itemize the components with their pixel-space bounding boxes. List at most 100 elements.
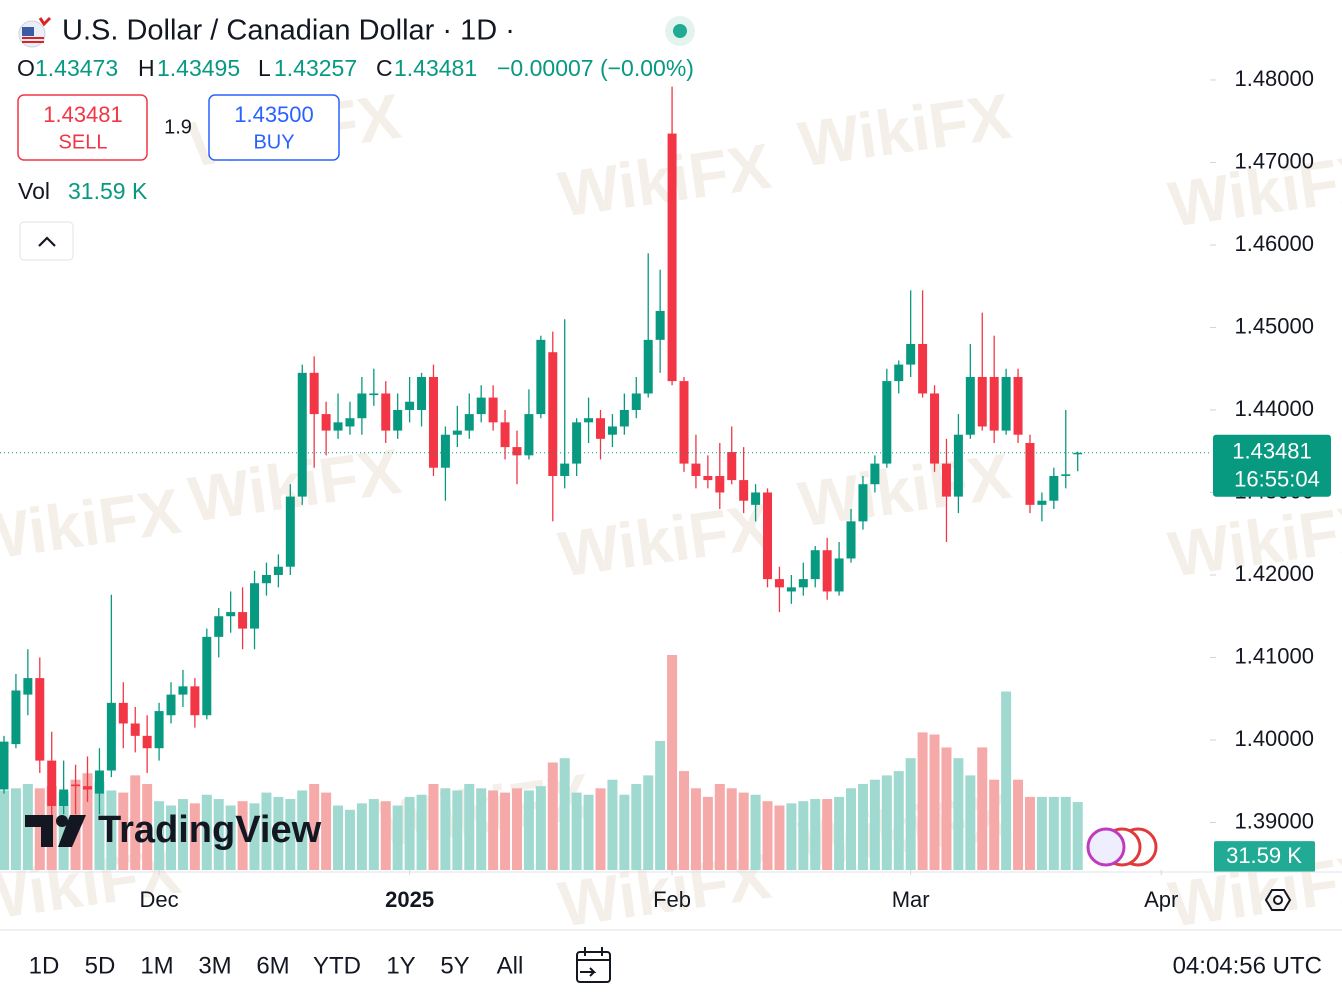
candle-body — [1025, 442, 1035, 505]
volume-bar — [953, 758, 964, 870]
volume-legend-name: Vol — [18, 178, 50, 204]
candle-body — [106, 702, 116, 771]
candle-body — [428, 376, 438, 468]
volume-bar — [822, 799, 833, 870]
candle-body — [94, 770, 104, 794]
volume-bar — [10, 788, 21, 870]
ohlc-value: 1.43495 — [157, 55, 240, 81]
volume-bar — [285, 799, 296, 870]
volume-bar — [404, 796, 415, 870]
date-range-icon[interactable] — [576, 947, 611, 983]
volume-bar — [333, 805, 344, 870]
candle-body — [751, 492, 761, 505]
y-tick-label: 1.40000 — [1234, 726, 1314, 751]
sell-price[interactable]: 1.43481 — [43, 102, 123, 127]
volume-bar — [237, 801, 248, 870]
volume-bar — [834, 796, 845, 870]
range-button[interactable]: 3M — [198, 952, 231, 979]
candle-body — [261, 574, 271, 584]
range-button[interactable]: 5D — [85, 952, 116, 979]
volume-bar — [273, 796, 284, 870]
candle-body — [572, 422, 582, 464]
candle-body — [548, 352, 558, 476]
volume-bar — [511, 788, 522, 870]
candle-body — [1037, 500, 1047, 505]
last-price-label: 1.43481 — [1232, 439, 1312, 464]
volume-tag-label: 31.59 K — [1226, 843, 1302, 868]
settings-dot[interactable] — [1273, 895, 1283, 905]
candle-body — [512, 447, 522, 456]
volume-bar — [1036, 796, 1047, 870]
candle-body — [47, 760, 57, 806]
volume-bar — [786, 803, 797, 870]
volume-bar — [774, 805, 785, 870]
range-button[interactable]: 1D — [29, 952, 60, 979]
candle-body — [500, 422, 510, 448]
volume-bar — [428, 783, 439, 870]
volume-bar — [690, 788, 701, 870]
volume-bar — [94, 781, 105, 870]
collapse-box[interactable] — [19, 221, 74, 261]
candle-body — [643, 339, 653, 394]
candle-body — [679, 381, 689, 464]
range-button[interactable]: All — [497, 952, 524, 979]
volume-bar — [738, 792, 749, 870]
sell-label[interactable]: SELL — [59, 131, 108, 153]
candle-body — [739, 480, 749, 501]
y-tick-label: 1.41000 — [1234, 643, 1314, 668]
candle-body — [35, 678, 45, 761]
volume-bar — [261, 792, 272, 870]
volume-bar — [846, 788, 857, 870]
y-tick-label: 1.47000 — [1234, 148, 1314, 173]
x-tick-label: Dec — [140, 887, 179, 912]
volume-bar — [380, 801, 391, 870]
candle-body — [870, 463, 880, 485]
market-open-dot — [673, 24, 687, 38]
settings-icon[interactable] — [1264, 889, 1292, 911]
candle-body — [250, 583, 260, 629]
volume-bar — [595, 788, 606, 870]
buy-button[interactable]: 1.43500 BUY — [208, 94, 340, 161]
candle-body — [798, 579, 808, 588]
volume-bar — [58, 792, 69, 870]
settings-hex[interactable] — [1264, 889, 1292, 911]
y-tick-label: 1.48000 — [1234, 66, 1314, 91]
volume-bar — [500, 792, 511, 870]
candle-body — [763, 492, 773, 580]
candle-body — [166, 694, 176, 716]
calendar-box[interactable] — [576, 951, 611, 983]
sell-button[interactable]: 1.43481 SELL — [17, 94, 148, 161]
volume-bar — [881, 775, 892, 870]
candle-body — [918, 343, 928, 394]
buy-box[interactable] — [208, 94, 340, 161]
volume-bar — [488, 790, 499, 870]
range-button[interactable]: YTD — [313, 952, 361, 979]
range-button[interactable]: 5Y — [440, 952, 469, 979]
buy-price[interactable]: 1.43500 — [234, 102, 314, 127]
range-button[interactable]: 6M — [256, 952, 289, 979]
collapse-button[interactable] — [19, 221, 74, 261]
sell-box[interactable] — [17, 94, 148, 161]
watermark: WikiFX — [794, 80, 1015, 181]
candle-body — [1013, 376, 1023, 435]
x-tick-label: Mar — [892, 887, 930, 912]
volume-bar — [893, 771, 904, 870]
volume-bar — [309, 783, 320, 870]
volume-bar — [643, 775, 654, 870]
range-button[interactable]: 1Y — [386, 952, 415, 979]
candle-body — [631, 393, 641, 410]
volume-bar — [535, 786, 546, 870]
candle-body — [452, 430, 462, 435]
calendar-lines[interactable] — [577, 947, 610, 977]
ohlc-label: L — [258, 55, 271, 81]
candle-body — [130, 723, 140, 736]
chevron-icon[interactable] — [38, 236, 56, 247]
candle-body — [965, 376, 975, 435]
volume-bar — [452, 790, 463, 870]
ohlc-value: 1.43257 — [274, 55, 357, 81]
range-button[interactable]: 1M — [140, 952, 173, 979]
candle-body — [83, 786, 93, 790]
candle-body — [774, 579, 784, 588]
buy-label[interactable]: BUY — [253, 131, 294, 153]
candle-body — [11, 690, 21, 745]
